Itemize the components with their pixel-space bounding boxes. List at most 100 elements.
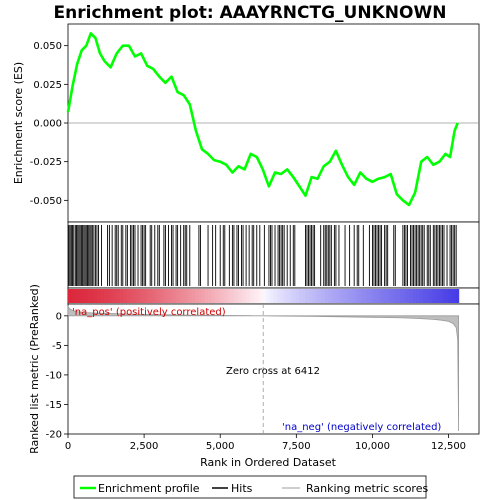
color-bar-segment xyxy=(191,289,196,303)
color-bar-segment xyxy=(214,289,219,303)
color-bar-segment xyxy=(269,289,274,303)
legend-label-ranking-metric: Ranking metric scores xyxy=(306,482,428,495)
color-bar-segment xyxy=(435,289,440,303)
color-bar-segment xyxy=(84,289,89,303)
color-bar-segment xyxy=(344,289,349,303)
color-bar-segment xyxy=(71,289,76,303)
color-bar-segment xyxy=(230,289,235,303)
hits-panel xyxy=(67,221,480,289)
color-bar-segment xyxy=(224,289,229,303)
negative-correlation-label: 'na_neg' (negatively correlated) xyxy=(282,422,441,433)
es-y-tick-label: -0.050 xyxy=(30,196,62,207)
color-bar-segment xyxy=(373,289,378,303)
enrichment-profile-line xyxy=(66,31,459,207)
color-bar-segment xyxy=(260,289,264,303)
color-bar-segment xyxy=(136,289,141,303)
color-bar-segment xyxy=(429,289,434,303)
color-bar-segment xyxy=(149,289,154,303)
color-bar-segment xyxy=(204,289,209,303)
color-bar-segment xyxy=(152,289,157,303)
color-bar-segment xyxy=(253,289,258,303)
metric-panel: 0 -5 -10 -15 -20 'na_pos' (positively correl… xyxy=(28,284,480,454)
color-bar-segment xyxy=(318,289,323,303)
es-y-tick-label: 0.000 xyxy=(33,119,62,130)
color-bar-segment xyxy=(338,289,343,303)
color-bar-segment xyxy=(390,289,395,303)
color-bar-segment xyxy=(220,289,225,303)
color-bar-segment xyxy=(162,289,167,303)
ranking-metric-area xyxy=(67,305,459,432)
metric-y-axis: 0 -5 -10 -15 -20 xyxy=(46,311,68,441)
color-bar-segment xyxy=(247,289,251,303)
color-bar-segment xyxy=(331,289,336,303)
color-bar-segment xyxy=(279,289,284,303)
color-bar-segment xyxy=(357,289,362,303)
color-bar-segment xyxy=(426,289,430,303)
color-bar-segment xyxy=(406,289,411,303)
x-axis-title: Rank in Ordered Dataset xyxy=(200,456,337,469)
color-bar-segment xyxy=(87,289,92,303)
color-bar-segment xyxy=(445,289,450,303)
hits-panel-frame xyxy=(67,221,480,289)
zero-cross-label: Zero cross at 6412 xyxy=(226,366,320,377)
color-bar-segment xyxy=(266,289,271,303)
color-bar-segment xyxy=(328,289,333,303)
color-bar-segment xyxy=(123,289,128,303)
ranking-metric-series xyxy=(67,305,459,432)
color-bar-segment xyxy=(68,289,72,303)
color-bar-segment xyxy=(201,289,206,303)
color-bar-segment xyxy=(325,289,330,303)
color-bar-segment xyxy=(159,289,163,303)
color-bar-segment xyxy=(286,289,290,303)
color-bar-segment xyxy=(439,289,443,303)
color-bar-segment xyxy=(77,289,82,303)
color-bar-segment xyxy=(409,289,414,303)
color-bar-segment xyxy=(74,289,79,303)
color-bar-segment xyxy=(234,289,238,303)
color-bar-segment xyxy=(455,289,460,303)
color-bar-segment xyxy=(380,289,385,303)
color-bar-segment xyxy=(416,289,421,303)
color-bar-segment xyxy=(289,289,294,303)
color-bar-segment xyxy=(442,289,447,303)
color-bar-segment xyxy=(211,289,216,303)
color-bar-segment xyxy=(273,289,277,303)
color-bar-segment xyxy=(113,289,118,303)
color-bar-segment xyxy=(129,289,134,303)
positive-correlation-label: 'na_pos' (positively correlated) xyxy=(72,307,226,318)
color-bar-segment xyxy=(207,289,212,303)
rank-color-bar xyxy=(67,287,480,305)
color-bar-segment xyxy=(237,289,242,303)
color-bar-segment xyxy=(120,289,124,303)
color-bar-segment xyxy=(302,289,307,303)
color-bar-segment xyxy=(172,289,177,303)
color-bar-segment xyxy=(308,289,313,303)
color-bar-segment xyxy=(370,289,375,303)
es-y-axis-title: Enrichment score (ES) xyxy=(12,62,25,184)
x-axis: 0 2,500 5,000 7,500 10,000 12,500 xyxy=(65,434,466,452)
chart-legend: Enrichment profile Hits Ranking metric s… xyxy=(73,475,428,499)
x-tick-label: 10,000 xyxy=(355,441,390,452)
color-bar-segment xyxy=(243,289,248,303)
es-y-tick-label: -0.025 xyxy=(30,157,62,168)
color-bar-segment xyxy=(393,289,398,303)
color-bar-segment xyxy=(386,289,391,303)
color-bar-segment xyxy=(396,289,401,303)
color-bar-segment xyxy=(403,289,408,303)
metric-y-tick-label: -10 xyxy=(46,370,62,381)
metric-y-tick-label: -5 xyxy=(52,341,62,352)
color-bar-segment xyxy=(217,289,222,303)
metric-panel-frame xyxy=(67,303,480,435)
color-bar-segment xyxy=(452,289,456,303)
color-bar-segment xyxy=(126,289,131,303)
color-bar-segment xyxy=(175,289,180,303)
color-bar-segment xyxy=(178,289,183,303)
color-bar-segment xyxy=(367,289,372,303)
color-bar-segment xyxy=(299,289,303,303)
color-bar-segment xyxy=(312,289,316,303)
color-bar-segment xyxy=(354,289,359,303)
color-bar-segment xyxy=(321,289,326,303)
color-bar-segment xyxy=(198,289,203,303)
color-bar-segment xyxy=(383,289,388,303)
